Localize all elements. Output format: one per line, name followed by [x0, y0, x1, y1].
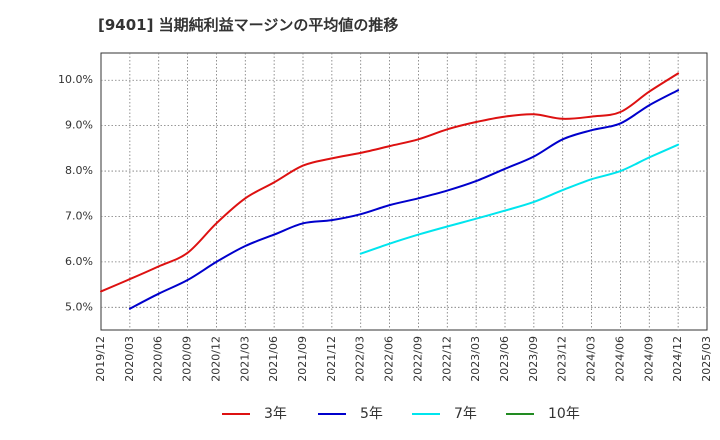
- x-tick-label: 2024/03: [585, 336, 598, 382]
- x-tick-label: 2023/12: [556, 336, 569, 382]
- x-tick-label: 2024/06: [613, 336, 626, 382]
- series-line-3年: [100, 72, 680, 293]
- legend-label-5年: 5年: [360, 406, 383, 422]
- legend-label-3年: 3年: [264, 406, 287, 422]
- x-tick-label: 2022/12: [440, 336, 453, 382]
- x-tick-label: 2021/09: [296, 336, 309, 382]
- legend-label-10年: 10年: [548, 406, 580, 422]
- x-tick-label: 2025/03: [700, 336, 713, 382]
- y-tick-label: 9.0%: [65, 119, 93, 132]
- x-tick-label: 2021/06: [267, 336, 280, 382]
- x-tick-label: 2022/09: [411, 336, 424, 382]
- x-tick-label: 2021/12: [325, 336, 338, 382]
- x-tick-label: 2023/09: [527, 336, 540, 382]
- plot-area: 2019/12 2020/03 2020/06 2020/09 2020/12 2021/…: [58, 52, 713, 382]
- chart-title: [9401] 当期純利益マージンの平均値の推移: [98, 16, 398, 34]
- x-tick-label: 2022/03: [354, 336, 367, 382]
- series-line-7年: [359, 143, 680, 255]
- y-tick-label: 8.0%: [65, 164, 93, 177]
- x-tick-label: 2022/06: [383, 336, 396, 382]
- y-tick-label: 10.0%: [58, 73, 93, 86]
- y-tick-label: 5.0%: [65, 300, 93, 313]
- x-tick-label: 2020/03: [123, 336, 136, 382]
- y-tick-label: 7.0%: [65, 209, 93, 222]
- legend: 3年 5年 7年 10年: [222, 406, 580, 422]
- x-tick-label: 2020/12: [209, 336, 222, 382]
- x-tick-label: 2021/03: [238, 336, 251, 382]
- y-tick-label: 6.0%: [65, 255, 93, 268]
- x-tick-label: 2024/12: [671, 336, 684, 382]
- x-tick-label: 2023/06: [498, 336, 511, 382]
- x-tick-label: 2020/06: [152, 336, 165, 382]
- x-tick-label: 2020/09: [181, 336, 194, 382]
- series-line-5年: [128, 89, 680, 310]
- x-tick-label: 2019/12: [94, 336, 107, 382]
- x-tick-label: 2024/09: [642, 336, 655, 382]
- plot-frame: [100, 52, 708, 331]
- x-tick-label: 2023/03: [469, 336, 482, 382]
- legend-label-7年: 7年: [454, 406, 477, 422]
